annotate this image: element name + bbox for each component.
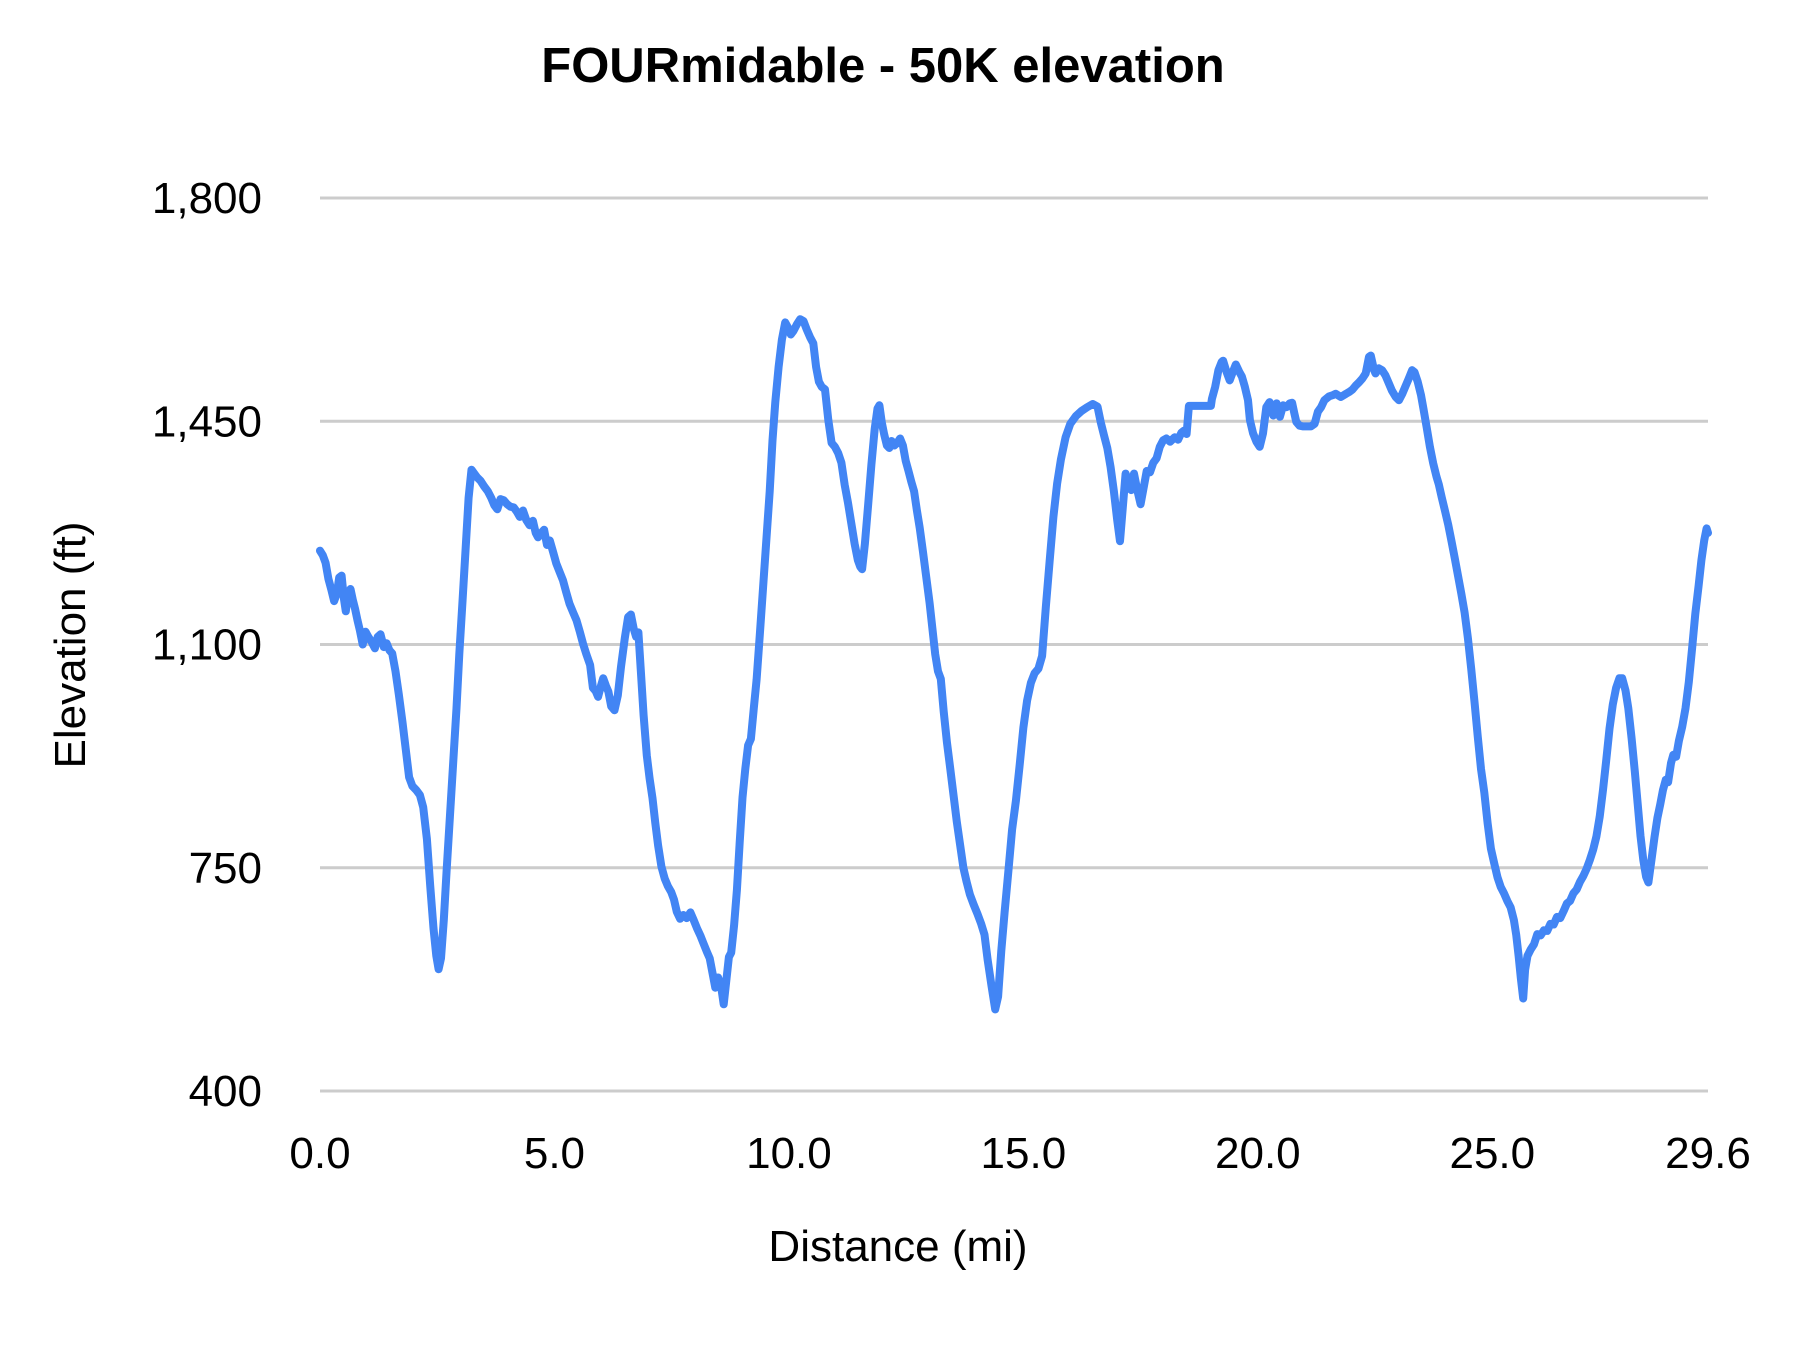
x-axis-title: Distance (mi) [768,1222,1027,1271]
y-tick-label: 1,100 [152,621,262,670]
gridlines [320,196,1708,1093]
x-tick-label: 0.0 [289,1129,350,1178]
y-axis-tick-labels: 400 750 1,100 1,450 1,800 [152,174,262,1116]
x-tick-label: 25.0 [1449,1129,1535,1178]
x-tick-label: 5.0 [524,1129,585,1178]
elevation-line [316,315,1712,1014]
y-tick-label: 1,800 [152,174,262,223]
x-tick-label: 15.0 [981,1129,1067,1178]
x-tick-label: 20.0 [1215,1129,1301,1178]
y-tick-label: 400 [189,1067,262,1116]
y-tick-label: 1,450 [152,397,262,446]
y-tick-label: 750 [189,844,262,893]
x-tick-label: 10.0 [746,1129,832,1178]
y-axis-title: Elevation (ft) [46,522,95,769]
x-axis-tick-labels: 0.0 5.0 10.0 15.0 20.0 25.0 29.6 [289,1129,1750,1178]
x-tick-label: 29.6 [1665,1129,1751,1178]
chart-title: FOURmidable - 50K elevation [541,39,1224,93]
